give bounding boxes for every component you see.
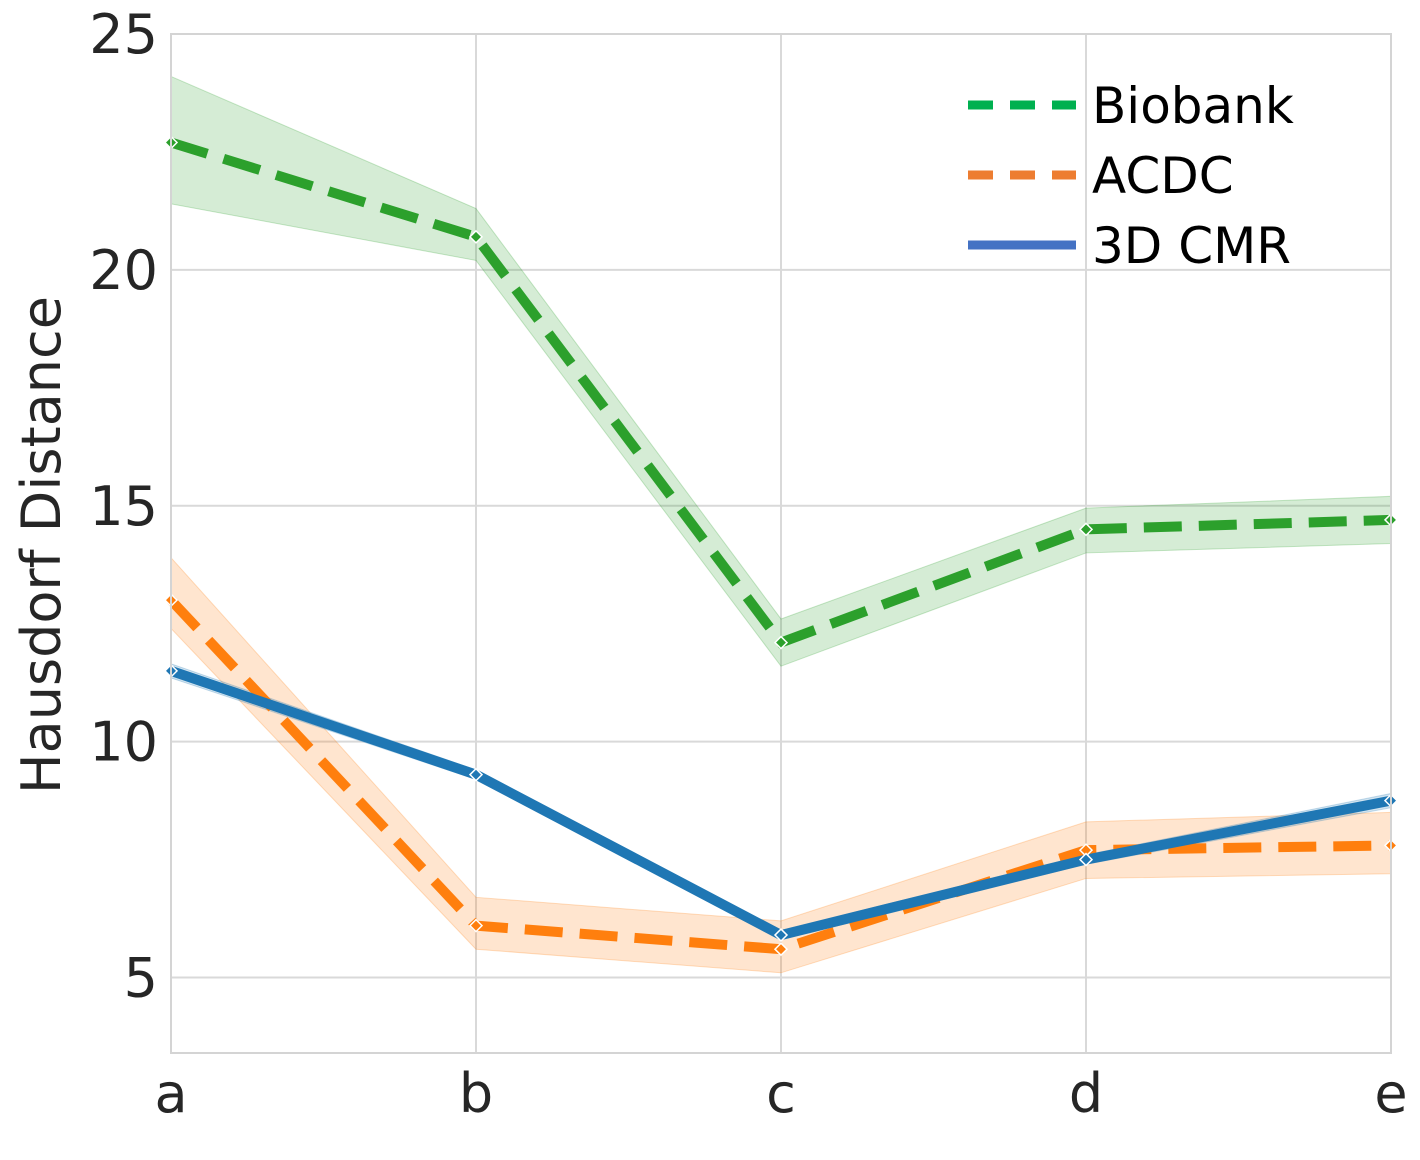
legend-label-3d-cmr: 3D CMR bbox=[1092, 217, 1291, 275]
legend-label-acdc: ACDC bbox=[1092, 147, 1234, 205]
y-axis-label: Hausdorf Distance bbox=[10, 296, 73, 794]
x-tick-label-e: e bbox=[1374, 1062, 1407, 1125]
x-tick-labels: a b c d e bbox=[154, 1062, 1407, 1125]
legend-label-biobank: Biobank bbox=[1092, 77, 1294, 135]
y-tick-label-10: 10 bbox=[89, 711, 158, 774]
y-tick-label-25: 25 bbox=[89, 3, 158, 66]
point-3d-cmr-c bbox=[773, 927, 789, 943]
x-tick-label-a: a bbox=[154, 1062, 187, 1125]
point-3d-cmr-b bbox=[468, 767, 484, 782]
x-tick-label-c: c bbox=[766, 1062, 796, 1125]
data-points bbox=[163, 135, 1399, 957]
point-3d-cmr-d bbox=[1078, 852, 1094, 867]
point-acdc-c bbox=[773, 942, 789, 957]
point-biobank-b bbox=[468, 229, 484, 244]
y-tick-label-15: 15 bbox=[89, 475, 158, 538]
point-biobank-c bbox=[773, 635, 789, 650]
y-tick-label-5: 5 bbox=[124, 947, 158, 1010]
point-acdc-b bbox=[468, 918, 484, 933]
x-tick-label-d: d bbox=[1069, 1062, 1103, 1125]
x-tick-label-b: b bbox=[459, 1062, 493, 1125]
y-tick-label-20: 20 bbox=[89, 239, 158, 302]
plot-frame bbox=[170, 33, 1392, 1054]
point-biobank-d bbox=[1078, 522, 1094, 537]
legend: Biobank ACDC 3D CMR bbox=[968, 77, 1294, 275]
y-tick-labels: 5 10 15 20 25 bbox=[89, 3, 158, 1010]
